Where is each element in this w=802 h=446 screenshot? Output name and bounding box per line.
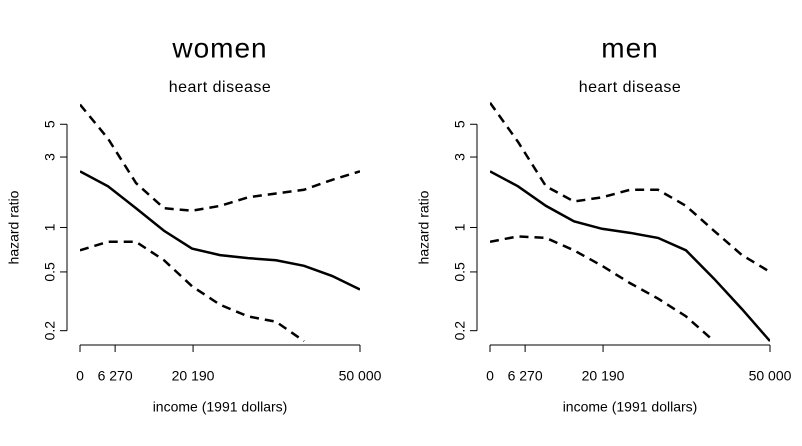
- x-axis-label: income (1991 dollars): [563, 399, 698, 415]
- estimate-line: [80, 170, 360, 291]
- y-tick-label: 0.2: [42, 321, 58, 341]
- x-tick-label: 20 190: [582, 368, 625, 384]
- y-tick-label: 1: [452, 223, 468, 231]
- chart-subtitle: heart disease: [579, 79, 682, 96]
- y-tick-label: 1: [42, 223, 58, 231]
- x-tick-label: 0: [76, 368, 84, 384]
- x-tick-label: 50 000: [339, 368, 382, 384]
- panel: women heart disease income (1991 dollars) h…: [6, 32, 382, 414]
- chart-title: women: [171, 32, 267, 63]
- estimate-line: [490, 170, 770, 342]
- x-tick-label: 20 190: [172, 368, 215, 384]
- x-tick-label: 50 000: [749, 368, 792, 384]
- y-tick-label: 5: [42, 120, 58, 128]
- chart-title: men: [601, 32, 658, 63]
- confidence-line: [80, 103, 360, 212]
- x-tick-label: 6 270: [508, 368, 543, 384]
- confidence-line: [80, 240, 305, 343]
- y-axis-label: hazard ratio: [6, 190, 22, 264]
- y-tick-label: 3: [452, 153, 468, 161]
- y-tick-label: 0.2: [452, 321, 468, 341]
- chart-subtitle: heart disease: [169, 79, 272, 96]
- x-tick-label: 0: [486, 368, 494, 384]
- confidence-line: [490, 235, 715, 343]
- y-axis-label: hazard ratio: [416, 190, 432, 264]
- panel: men heart disease income (1991 dollars) haz…: [416, 32, 792, 414]
- confidence-line: [490, 101, 770, 274]
- y-tick-label: 3: [42, 153, 58, 161]
- x-axis-label: income (1991 dollars): [153, 399, 288, 415]
- y-tick-label: 5: [452, 120, 468, 128]
- y-tick-label: 0.5: [452, 262, 468, 282]
- y-tick-label: 0.5: [42, 262, 58, 282]
- x-tick-label: 6 270: [98, 368, 133, 384]
